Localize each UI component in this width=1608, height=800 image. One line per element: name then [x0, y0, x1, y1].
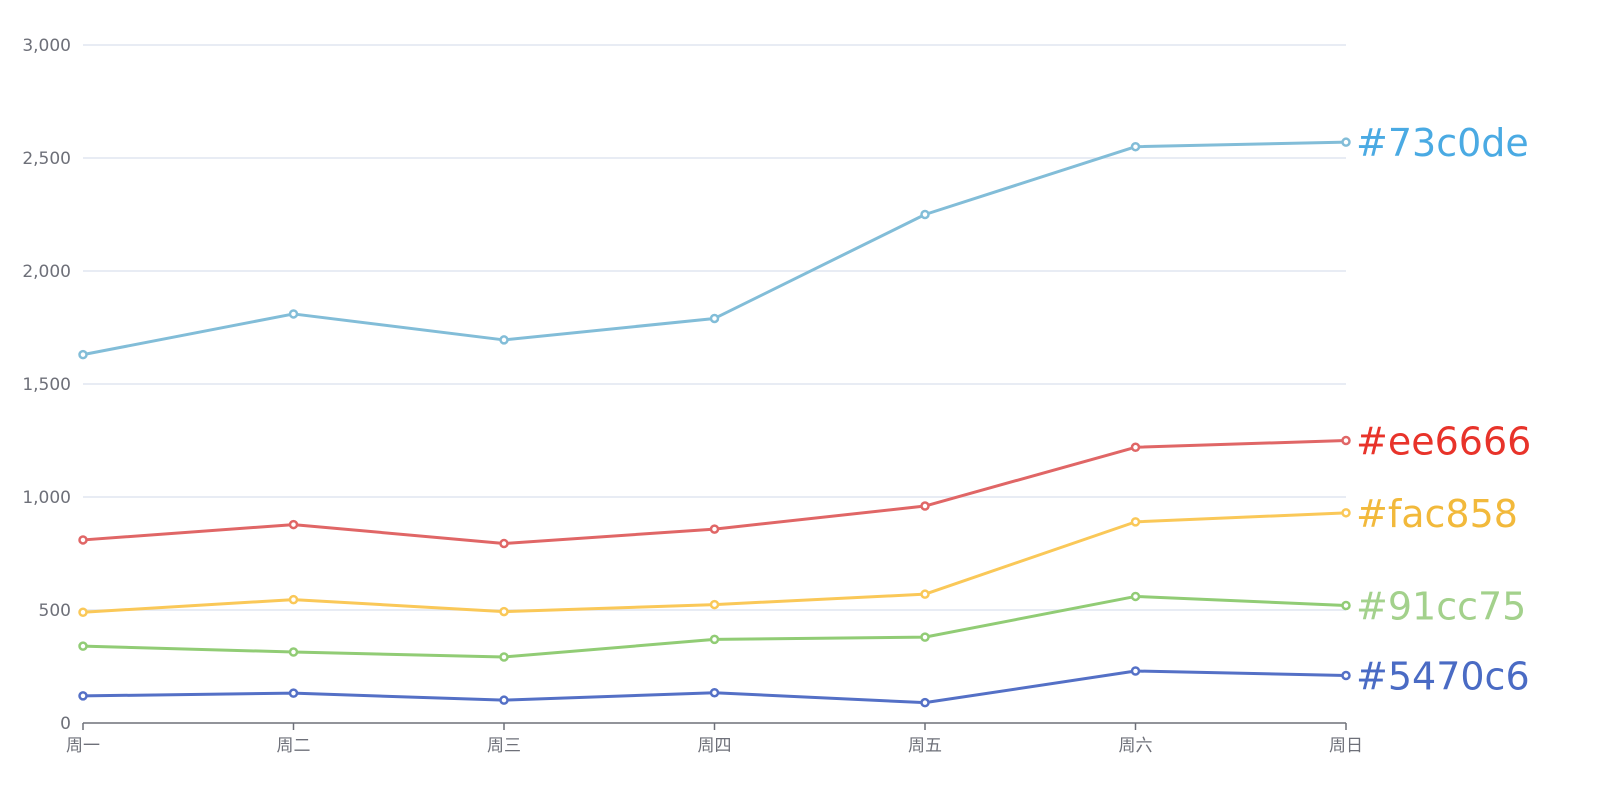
data-point[interactable] — [1341, 137, 1351, 147]
x-tick-label: 周日 — [1329, 736, 1363, 756]
data-point[interactable] — [920, 589, 930, 599]
data-point[interactable] — [1130, 517, 1141, 527]
x-tick-label: 周二 — [277, 736, 311, 756]
data-point[interactable] — [78, 349, 88, 360]
series-end-label: #fac858 — [1356, 492, 1518, 536]
series-end-label: #91cc75 — [1356, 584, 1526, 628]
data-point[interactable] — [78, 535, 88, 545]
series-2 — [78, 508, 1351, 618]
data-point[interactable] — [709, 524, 720, 534]
data-point[interactable] — [499, 606, 509, 617]
y-tick-label: 1,000 — [22, 488, 71, 508]
data-point[interactable] — [1130, 666, 1141, 676]
data-point[interactable] — [1130, 141, 1141, 152]
data-point[interactable] — [1341, 670, 1351, 681]
series-line — [82, 669, 1347, 705]
x-tick-label: 周一 — [66, 736, 100, 756]
data-point[interactable] — [1341, 508, 1351, 518]
series-3 — [78, 435, 1351, 549]
x-tick-label: 周三 — [487, 736, 521, 756]
y-tick-label: 3,000 — [22, 36, 71, 56]
data-point[interactable] — [499, 335, 509, 345]
series-lines — [78, 137, 1351, 708]
data-point[interactable] — [499, 652, 509, 662]
data-point[interactable] — [499, 695, 509, 705]
data-point[interactable] — [709, 687, 720, 698]
data-point[interactable] — [709, 313, 720, 324]
x-tick-label: 周六 — [1119, 736, 1153, 756]
grid-lines — [83, 44, 1346, 611]
x-axis-ticks: 周一 周二 周三 周四 周五 周六 周日 — [66, 736, 1363, 756]
data-point[interactable] — [288, 647, 299, 657]
data-point[interactable] — [920, 209, 930, 220]
y-tick-label: 1,500 — [22, 375, 71, 395]
data-point[interactable] — [288, 594, 299, 605]
y-tick-label: 2,500 — [22, 149, 71, 169]
x-axis — [82, 722, 1347, 730]
data-point[interactable] — [709, 599, 720, 610]
data-point[interactable] — [920, 501, 930, 511]
y-tick-label: 0 — [60, 714, 71, 734]
data-point[interactable] — [1341, 600, 1351, 611]
y-axis-ticks: 0 500 1,000 1,500 2,000 2,500 3,000 — [22, 36, 71, 734]
series-0 — [78, 666, 1351, 708]
series-4 — [78, 137, 1351, 360]
series-end-label: #5470c6 — [1356, 655, 1530, 699]
x-tick-label: 周五 — [908, 736, 942, 756]
series-end-label: #ee6666 — [1356, 420, 1531, 464]
data-point[interactable] — [499, 538, 509, 549]
data-point[interactable] — [920, 697, 930, 708]
data-point[interactable] — [1130, 591, 1141, 602]
data-point[interactable] — [78, 607, 88, 618]
y-tick-label: 500 — [39, 601, 71, 621]
data-point[interactable] — [709, 634, 720, 645]
data-point[interactable] — [1341, 435, 1351, 446]
data-point[interactable] — [920, 632, 930, 642]
data-point[interactable] — [288, 688, 299, 698]
y-tick-label: 2,000 — [22, 262, 71, 282]
data-point[interactable] — [1130, 442, 1141, 453]
series-1 — [78, 591, 1351, 662]
series-end-label: #73c0de — [1356, 121, 1529, 165]
data-point[interactable] — [78, 641, 88, 651]
data-point[interactable] — [78, 691, 88, 701]
data-point[interactable] — [288, 309, 299, 319]
x-tick-label: 周四 — [698, 736, 732, 756]
data-point[interactable] — [288, 519, 299, 530]
series-end-labels: #5470c6 #91cc75 #fac858 #ee6666 #73c0de — [1356, 121, 1531, 698]
